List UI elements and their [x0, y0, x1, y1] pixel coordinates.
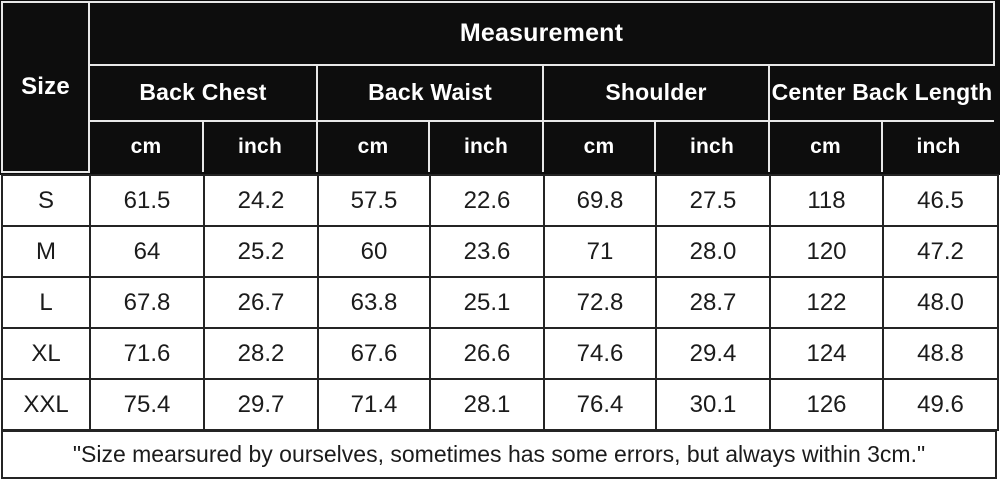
cell-shoulder-cm: 74.6	[543, 327, 657, 380]
header-cell-measurement: Measurement	[88, 1, 995, 66]
cell-size: S	[1, 174, 91, 227]
cell-shoulder-inch: 28.7	[655, 276, 771, 329]
cell-shoulder-cm: 71	[543, 225, 657, 278]
cell-shoulder-inch: 30.1	[655, 378, 771, 431]
cell-shoulder-cm: 72.8	[543, 276, 657, 329]
table-row: L 67.8 26.7 63.8 25.1 72.8 28.7 122 48.0	[1, 276, 999, 329]
cell-back-chest-inch: 24.2	[203, 174, 319, 227]
cell-cbl-cm: 126	[769, 378, 884, 431]
header-group-shoulder: Shoulder	[542, 63, 770, 122]
cell-back-chest-cm: 71.6	[89, 327, 205, 380]
cell-back-chest-inch: 29.7	[203, 378, 319, 431]
cell-back-chest-inch: 28.2	[203, 327, 319, 380]
table-row: S 61.5 24.2 57.5 22.6 69.8 27.5 118 46.5	[1, 174, 999, 227]
cell-back-chest-cm: 61.5	[89, 174, 205, 227]
cell-size: XL	[1, 327, 91, 380]
cell-cbl-inch: 48.8	[882, 327, 999, 380]
header-unit-cbl-inch: inch	[881, 119, 994, 172]
cell-cbl-cm: 120	[769, 225, 884, 278]
table-header-block: Size Measurement Back Chest Back Waist S…	[0, 0, 1000, 175]
cell-back-chest-cm: 64	[89, 225, 205, 278]
cell-back-waist-cm: 57.5	[317, 174, 431, 227]
cell-back-waist-inch: 23.6	[429, 225, 545, 278]
cell-cbl-cm: 124	[769, 327, 884, 380]
cell-back-waist-cm: 67.6	[317, 327, 431, 380]
header-group-back-chest: Back Chest	[88, 63, 318, 122]
cell-back-chest-inch: 25.2	[203, 225, 319, 278]
cell-back-chest-cm: 75.4	[89, 378, 205, 431]
cell-cbl-inch: 49.6	[882, 378, 999, 431]
cell-back-waist-cm: 60	[317, 225, 431, 278]
cell-back-waist-inch: 28.1	[429, 378, 545, 431]
header-unit-cbl-cm: cm	[768, 119, 883, 172]
cell-shoulder-inch: 29.4	[655, 327, 771, 380]
cell-size: M	[1, 225, 91, 278]
cell-back-chest-cm: 67.8	[89, 276, 205, 329]
cell-shoulder-inch: 28.0	[655, 225, 771, 278]
header-unit-back-waist-inch: inch	[428, 119, 544, 172]
cell-cbl-cm: 118	[769, 174, 884, 227]
cell-back-waist-cm: 63.8	[317, 276, 431, 329]
table-row: XL 71.6 28.2 67.6 26.6 74.6 29.4 124 48.…	[1, 327, 999, 380]
cell-cbl-inch: 46.5	[882, 174, 999, 227]
cell-cbl-cm: 122	[769, 276, 884, 329]
cell-back-waist-inch: 26.6	[429, 327, 545, 380]
header-table: Size Measurement Back Chest Back Waist S…	[1, 1, 995, 173]
header-unit-shoulder-inch: inch	[654, 119, 770, 172]
header-cell-size: Size	[1, 1, 90, 173]
cell-back-waist-cm: 71.4	[317, 378, 431, 431]
cell-size: XXL	[1, 378, 91, 431]
cell-shoulder-cm: 76.4	[543, 378, 657, 431]
cell-back-waist-inch: 22.6	[429, 174, 545, 227]
header-unit-back-waist-cm: cm	[316, 119, 430, 172]
measurements-table: S 61.5 24.2 57.5 22.6 69.8 27.5 118 46.5…	[1, 174, 999, 431]
cell-shoulder-inch: 27.5	[655, 174, 771, 227]
table-row: M 64 25.2 60 23.6 71 28.0 120 47.2	[1, 225, 999, 278]
header-unit-shoulder-cm: cm	[542, 119, 656, 172]
header-unit-back-chest-cm: cm	[88, 119, 204, 172]
header-group-back-waist: Back Waist	[316, 63, 544, 122]
table-footnote: "Size mearsured by ourselves, sometimes …	[1, 430, 997, 479]
table-row: XXL 75.4 29.7 71.4 28.1 76.4 30.1 126 49…	[1, 378, 999, 431]
cell-size: L	[1, 276, 91, 329]
cell-shoulder-cm: 69.8	[543, 174, 657, 227]
cell-back-chest-inch: 26.7	[203, 276, 319, 329]
header-group-center-back-length: Center Back Length	[768, 63, 994, 122]
cell-cbl-inch: 48.0	[882, 276, 999, 329]
cell-back-waist-inch: 25.1	[429, 276, 545, 329]
measurements-body: S 61.5 24.2 57.5 22.6 69.8 27.5 118 46.5…	[1, 174, 999, 431]
cell-cbl-inch: 47.2	[882, 225, 999, 278]
header-unit-back-chest-inch: inch	[202, 119, 318, 172]
